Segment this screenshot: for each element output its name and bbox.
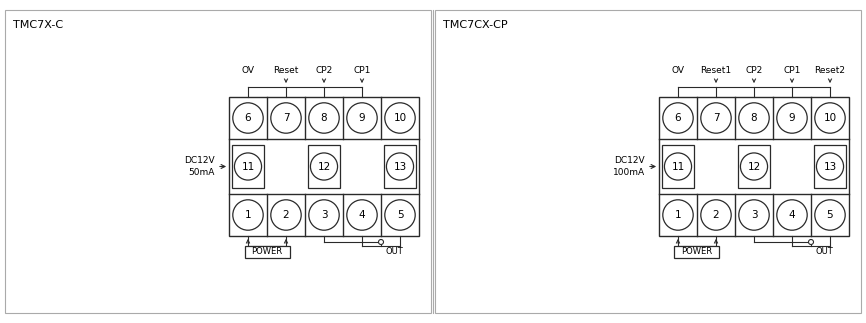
Bar — [814, 145, 846, 188]
Text: OV: OV — [671, 66, 684, 75]
Circle shape — [385, 103, 415, 133]
Text: Reset: Reset — [274, 66, 299, 75]
Text: OV: OV — [242, 66, 255, 75]
Text: 13: 13 — [393, 162, 407, 172]
Text: Reset2: Reset2 — [815, 66, 845, 75]
Text: OUT: OUT — [816, 247, 834, 256]
Text: DC12V
100mA: DC12V 100mA — [613, 156, 645, 177]
Circle shape — [309, 103, 339, 133]
Circle shape — [271, 103, 301, 133]
Bar — [662, 145, 695, 188]
Circle shape — [777, 200, 807, 230]
Bar — [244, 246, 289, 258]
Circle shape — [662, 103, 693, 133]
Text: 10: 10 — [824, 113, 837, 123]
Text: 13: 13 — [824, 162, 837, 172]
Text: CP2: CP2 — [746, 66, 763, 75]
Bar — [384, 145, 417, 188]
Text: CP1: CP1 — [784, 66, 801, 75]
Circle shape — [739, 200, 769, 230]
Text: 2: 2 — [282, 210, 289, 220]
Circle shape — [740, 153, 767, 180]
Text: 4: 4 — [359, 210, 365, 220]
Text: 7: 7 — [282, 113, 289, 123]
Circle shape — [701, 103, 731, 133]
Circle shape — [386, 153, 414, 180]
Circle shape — [385, 200, 415, 230]
Circle shape — [233, 103, 263, 133]
Text: 12: 12 — [747, 162, 760, 172]
Circle shape — [309, 200, 339, 230]
Text: 12: 12 — [317, 162, 331, 172]
Text: 5: 5 — [827, 210, 833, 220]
Text: POWER: POWER — [682, 247, 713, 256]
Circle shape — [346, 200, 378, 230]
Text: Reset1: Reset1 — [701, 66, 732, 75]
Circle shape — [271, 200, 301, 230]
Text: 8: 8 — [751, 113, 757, 123]
Text: 4: 4 — [789, 210, 795, 220]
Text: 6: 6 — [675, 113, 682, 123]
Text: 2: 2 — [713, 210, 720, 220]
Bar — [307, 145, 340, 188]
Text: 11: 11 — [671, 162, 685, 172]
Circle shape — [664, 153, 692, 180]
Circle shape — [310, 153, 338, 180]
Bar — [675, 246, 720, 258]
Text: TMC7X-C: TMC7X-C — [13, 20, 63, 30]
Circle shape — [235, 153, 262, 180]
Text: DC12V
50mA: DC12V 50mA — [184, 156, 215, 177]
Text: 1: 1 — [675, 210, 682, 220]
Text: 11: 11 — [242, 162, 255, 172]
Circle shape — [233, 200, 263, 230]
Text: OUT: OUT — [386, 247, 404, 256]
Circle shape — [701, 200, 731, 230]
Bar — [232, 145, 264, 188]
Text: CP2: CP2 — [315, 66, 333, 75]
Text: 6: 6 — [245, 113, 251, 123]
Text: 7: 7 — [713, 113, 720, 123]
Bar — [229, 97, 419, 236]
Text: CP1: CP1 — [353, 66, 371, 75]
Text: 3: 3 — [751, 210, 757, 220]
Circle shape — [378, 239, 384, 245]
Text: TMC7CX-CP: TMC7CX-CP — [443, 20, 507, 30]
Circle shape — [777, 103, 807, 133]
Circle shape — [346, 103, 378, 133]
Text: POWER: POWER — [251, 247, 282, 256]
Text: 3: 3 — [320, 210, 327, 220]
Circle shape — [662, 200, 693, 230]
Text: 5: 5 — [397, 210, 404, 220]
Circle shape — [815, 200, 845, 230]
Text: 9: 9 — [359, 113, 365, 123]
Bar — [659, 97, 849, 236]
Circle shape — [815, 103, 845, 133]
Text: 8: 8 — [320, 113, 327, 123]
Circle shape — [739, 103, 769, 133]
Circle shape — [817, 153, 843, 180]
Text: 10: 10 — [393, 113, 406, 123]
Text: 9: 9 — [789, 113, 795, 123]
Bar — [738, 145, 770, 188]
Circle shape — [809, 239, 813, 245]
Text: 1: 1 — [245, 210, 251, 220]
